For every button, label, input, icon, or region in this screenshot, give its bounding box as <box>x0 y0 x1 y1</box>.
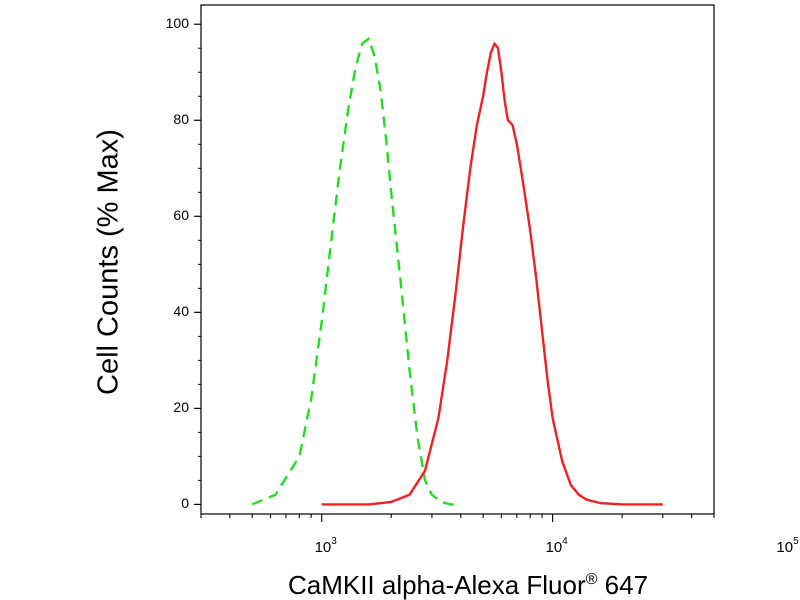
x-tick-label: 103 <box>315 536 338 556</box>
y-axis-ticks: 0 20 40 60 80 100 <box>166 15 201 511</box>
plot-frame <box>200 4 715 515</box>
series-line-2 <box>321 42 663 506</box>
y-axis-title: Cell Counts (% Max) <box>93 129 125 395</box>
series-line-1 <box>251 37 461 506</box>
y-tick-label: 0 <box>181 495 189 511</box>
x-axis-title: CaMKII alpha-Alexa Fluor® 647 <box>288 570 648 600</box>
x-tick-label: 104 <box>545 536 568 556</box>
y-tick-label: 20 <box>173 399 189 415</box>
y-tick-label: 100 <box>166 15 190 31</box>
x-tick-label: 105 <box>776 536 799 556</box>
y-tick-label: 60 <box>173 207 189 223</box>
x-axis-title-main: CaMKII alpha-Alexa Fluor <box>288 570 586 600</box>
x-axis-title-sup: ® <box>586 571 598 588</box>
series-layer <box>251 37 663 506</box>
y-tick-label: 80 <box>173 111 189 127</box>
x-axis-title-tail: 647 <box>597 570 648 600</box>
x-axis-ticks: 103 104 105 <box>200 514 799 556</box>
y-tick-label: 40 <box>173 303 189 319</box>
